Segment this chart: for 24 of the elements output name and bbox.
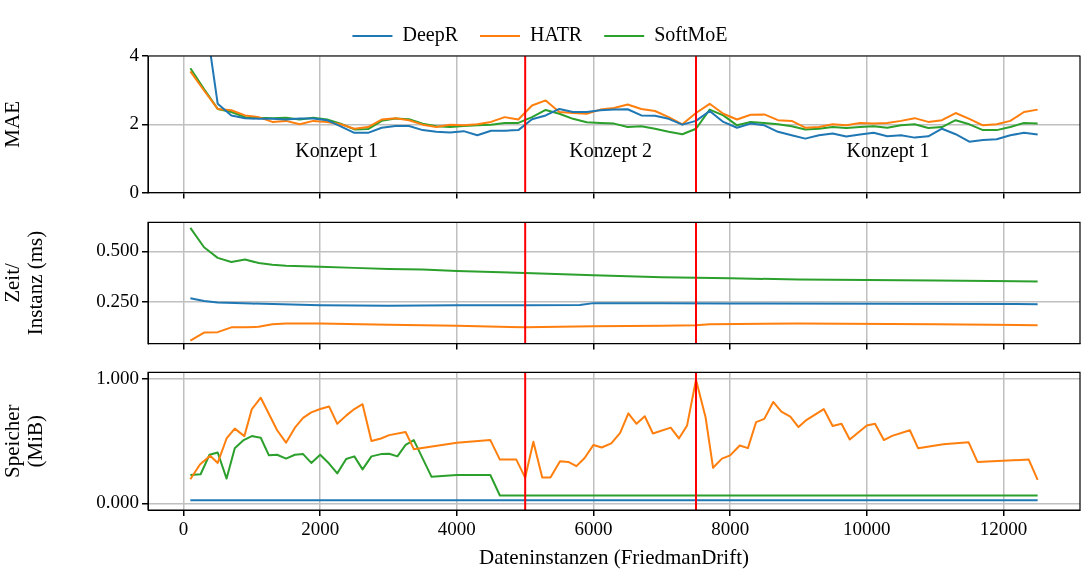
x-tick-label: 2000: [301, 518, 340, 540]
y-tick-label: 0.500: [96, 239, 139, 261]
annotation: Konzept 1: [295, 138, 378, 162]
y-tick-label: 2: [129, 112, 139, 134]
annotation: Konzept 2: [569, 138, 652, 162]
y-axis-title: Zeit/ Instanz (ms): [0, 230, 48, 336]
x-tick-label: 0: [178, 518, 189, 540]
y-axis-title: MAE: [0, 100, 25, 148]
y-tick-label: 0: [129, 180, 139, 202]
y-tick-label: 1.000: [96, 367, 139, 389]
y-tick-label: 4: [129, 43, 140, 65]
legend-label: SoftMoE: [654, 23, 728, 46]
x-tick-label: 4000: [437, 518, 476, 540]
legend-label: DeepR: [402, 23, 459, 47]
x-tick-label: 6000: [574, 518, 613, 540]
y-axis-title: Speicher (MiB): [0, 404, 48, 478]
x-axis-title: Dateninstanzen (FriedmanDrift): [479, 544, 749, 569]
y-tick-label: 0.000: [96, 491, 139, 513]
legend-label: HATR: [529, 23, 583, 46]
x-tick-label: 10000: [843, 518, 891, 540]
annotation: Konzept 1: [846, 138, 930, 162]
x-tick-label: 12000: [979, 518, 1028, 540]
x-tick-label: 8000: [711, 518, 750, 540]
y-tick-label: 0.250: [96, 289, 139, 311]
